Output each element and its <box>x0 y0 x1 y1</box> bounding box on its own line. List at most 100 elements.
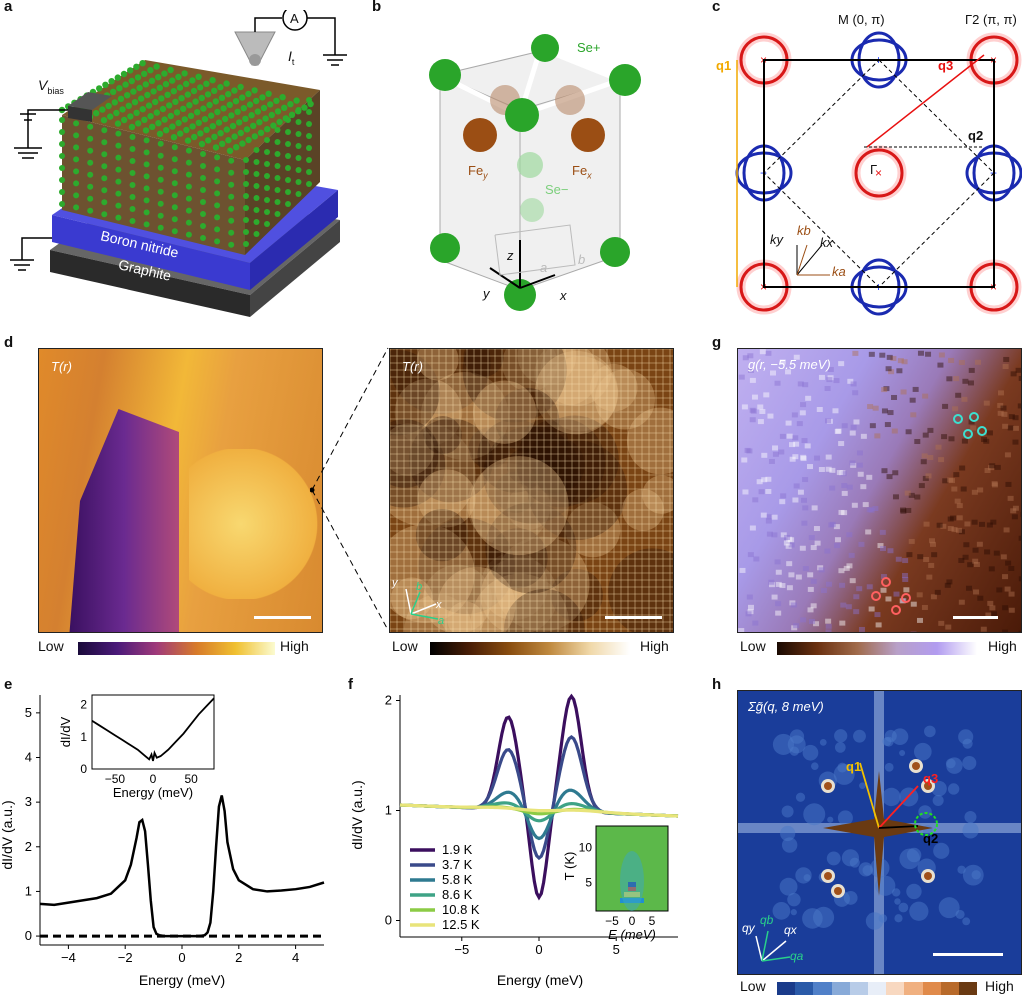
atom-top <box>142 81 149 88</box>
atom-top <box>153 63 160 70</box>
g-pixel <box>858 626 865 632</box>
inset-x-tick-label: 0 <box>150 772 157 786</box>
g-pixel <box>738 374 745 380</box>
h-speckle <box>841 849 860 867</box>
g-pixel <box>825 466 832 472</box>
g-pixel <box>901 573 908 579</box>
atom-top <box>173 109 181 116</box>
atom-side <box>115 154 122 161</box>
scale-bar-h <box>933 953 1003 956</box>
colorbar-h-step <box>886 982 905 995</box>
g-pixel <box>1002 574 1009 580</box>
gamma-mark: × <box>875 166 882 180</box>
h-speckle <box>882 787 901 807</box>
zoom-blob <box>390 524 475 623</box>
atom-side <box>87 195 94 202</box>
atom-top <box>293 97 300 104</box>
atom-top <box>155 120 162 127</box>
atom-side-right <box>274 127 281 133</box>
g-pixel <box>779 359 786 365</box>
g-pixel <box>747 609 754 615</box>
colorbar-d-left <box>78 642 275 655</box>
g-pixel <box>948 436 955 442</box>
g-pixel <box>881 468 888 474</box>
atom-top <box>217 84 224 91</box>
atom-side-right <box>295 131 302 137</box>
atom-side <box>228 169 235 176</box>
atom-side <box>171 156 178 163</box>
h-speckle <box>894 914 903 923</box>
zoom-blob <box>437 566 516 632</box>
g-pixel <box>975 359 982 365</box>
legend-label: 12.5 K <box>442 917 480 932</box>
legend-label: 8.6 K <box>442 887 473 902</box>
g-pixel <box>942 478 949 484</box>
atom-top <box>245 136 252 144</box>
h-speckle <box>834 729 848 743</box>
g-pixel <box>920 459 927 465</box>
zoom-blob <box>390 349 440 436</box>
atom-top <box>189 123 196 130</box>
atom-side <box>115 130 122 137</box>
g-pixel <box>925 473 932 479</box>
panel-b-unit-cell <box>429 34 641 311</box>
h-central-star <box>823 771 933 896</box>
atom-side <box>143 197 150 204</box>
zoom-blob <box>470 573 569 632</box>
g-pixel <box>880 574 887 580</box>
zoom-blob <box>483 425 582 524</box>
colorbar-h-step <box>867 982 887 995</box>
g-pixel <box>928 562 935 568</box>
g-pixel <box>800 402 807 408</box>
atom-side <box>101 175 108 182</box>
g-pixel <box>936 522 943 528</box>
g-pixel <box>967 562 974 568</box>
cb-d-right-low: Low <box>392 638 418 654</box>
colorbar-h-step <box>777 982 796 995</box>
colorbar-h-step <box>940 982 959 995</box>
g-pixel <box>825 618 832 624</box>
g-pixel <box>866 474 873 480</box>
g-pixel <box>763 392 770 398</box>
d-axis-a: a <box>438 615 445 627</box>
h-speckle <box>781 837 798 853</box>
g-pixel <box>951 527 958 533</box>
g-pixel <box>989 605 996 611</box>
zoom-blob <box>404 594 472 632</box>
legend-label: 1.9 K <box>442 842 473 857</box>
atom-side <box>129 218 136 224</box>
h-speckle <box>909 901 929 921</box>
atom-top <box>195 73 202 80</box>
g-pixel <box>961 438 968 444</box>
g-pixel <box>1010 371 1017 377</box>
zoom-blob <box>415 508 469 562</box>
g-pixel <box>1012 505 1019 511</box>
atom-side <box>101 151 108 158</box>
g-pixel <box>788 442 795 448</box>
atom-top <box>119 106 126 113</box>
topography-bright-region <box>189 449 319 599</box>
atom-side-right <box>253 159 260 165</box>
g-pixel <box>766 514 773 520</box>
g-pixel <box>958 529 965 535</box>
h-speckle <box>924 725 936 738</box>
atom-top <box>153 109 160 116</box>
atom-top <box>192 98 199 105</box>
atom-side <box>228 193 235 200</box>
atom-side-right <box>264 161 270 167</box>
g-pixel <box>775 601 782 607</box>
g-pixel <box>991 482 998 488</box>
g-pixel <box>843 565 850 571</box>
g-pixel <box>852 350 859 356</box>
atom-side-right <box>306 157 312 163</box>
g-pixel <box>877 543 884 549</box>
atom-side <box>143 185 150 192</box>
g-pixel <box>853 594 860 600</box>
g-pixel <box>765 350 772 356</box>
g-pixel <box>845 604 852 610</box>
zoom-blob <box>527 440 628 540</box>
g-pixel <box>753 556 760 562</box>
zoom-blob <box>462 349 567 423</box>
x-tick-label: −5 <box>454 942 469 957</box>
atom-side-right <box>274 175 281 181</box>
